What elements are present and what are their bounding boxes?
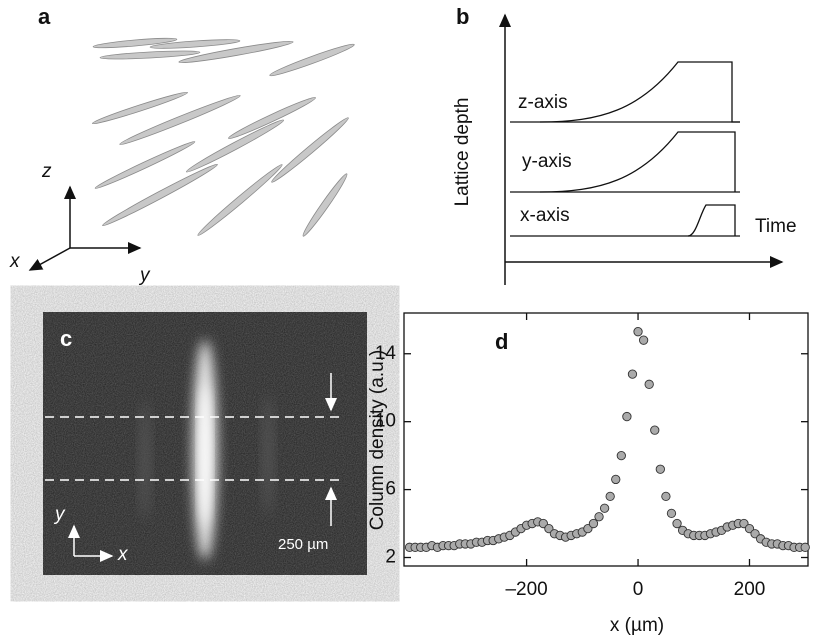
panel-c: c 250 µm y x	[43, 312, 367, 575]
data-point	[594, 512, 604, 522]
x-axis-label: Time	[755, 216, 797, 237]
curve-label: y-axis	[522, 151, 572, 172]
x-tick-label: 200	[734, 579, 766, 600]
data-point	[588, 518, 599, 529]
data-point	[627, 369, 638, 379]
plot-frame	[403, 312, 809, 567]
side-peak	[140, 400, 150, 520]
data-point	[638, 335, 649, 345]
central-peak	[200, 385, 210, 525]
chart-title: d	[495, 329, 508, 354]
curve-label: z-axis	[518, 92, 568, 113]
panel-letter: b	[456, 4, 469, 29]
axis-label: z	[41, 161, 52, 182]
axis-label: y	[138, 265, 151, 286]
needles	[92, 37, 355, 237]
panel-d: d Column density (a.u.) x (µm) 2 6 10 14 –20…	[367, 312, 810, 636]
data-point	[800, 542, 810, 552]
curve-label: x-axis	[520, 205, 570, 226]
scale-bar-label: 250 µm	[278, 536, 328, 553]
data-point	[611, 474, 621, 485]
side-peak	[263, 395, 273, 515]
data-point	[616, 450, 626, 461]
y-tick-label: 6	[385, 479, 396, 500]
data-point	[661, 491, 671, 502]
x-tick-label: –200	[505, 579, 547, 600]
y-axis-label: Lattice depth	[452, 98, 473, 207]
data-point	[622, 411, 632, 422]
axis-arrow	[28, 247, 71, 271]
data-point	[605, 491, 615, 502]
y-tick-label: 14	[375, 343, 397, 364]
data-point	[666, 508, 677, 519]
axis-label: x	[9, 251, 21, 272]
data-point	[633, 327, 643, 337]
y-axis-label: Column density (a.u.)	[367, 350, 388, 531]
data-point	[655, 464, 665, 474]
y-tick-label: 10	[375, 411, 396, 432]
data-point	[644, 379, 654, 389]
axis-label: x	[117, 544, 129, 565]
panel-a: a z x y	[9, 4, 355, 286]
x-axis-label: x (µm)	[610, 615, 664, 636]
data-point	[672, 518, 682, 529]
axis-label: y	[53, 504, 66, 525]
x-tick-label: 0	[633, 579, 644, 600]
data-point	[650, 425, 660, 435]
panel-letter: c	[60, 326, 72, 351]
panel-b: b Lattice depth Time z-axis y-axis x-axi…	[452, 4, 797, 285]
panel-letter: a	[38, 4, 51, 29]
data-point	[599, 503, 610, 513]
y-tick-label: 2	[385, 547, 396, 568]
ramps	[510, 61, 740, 237]
